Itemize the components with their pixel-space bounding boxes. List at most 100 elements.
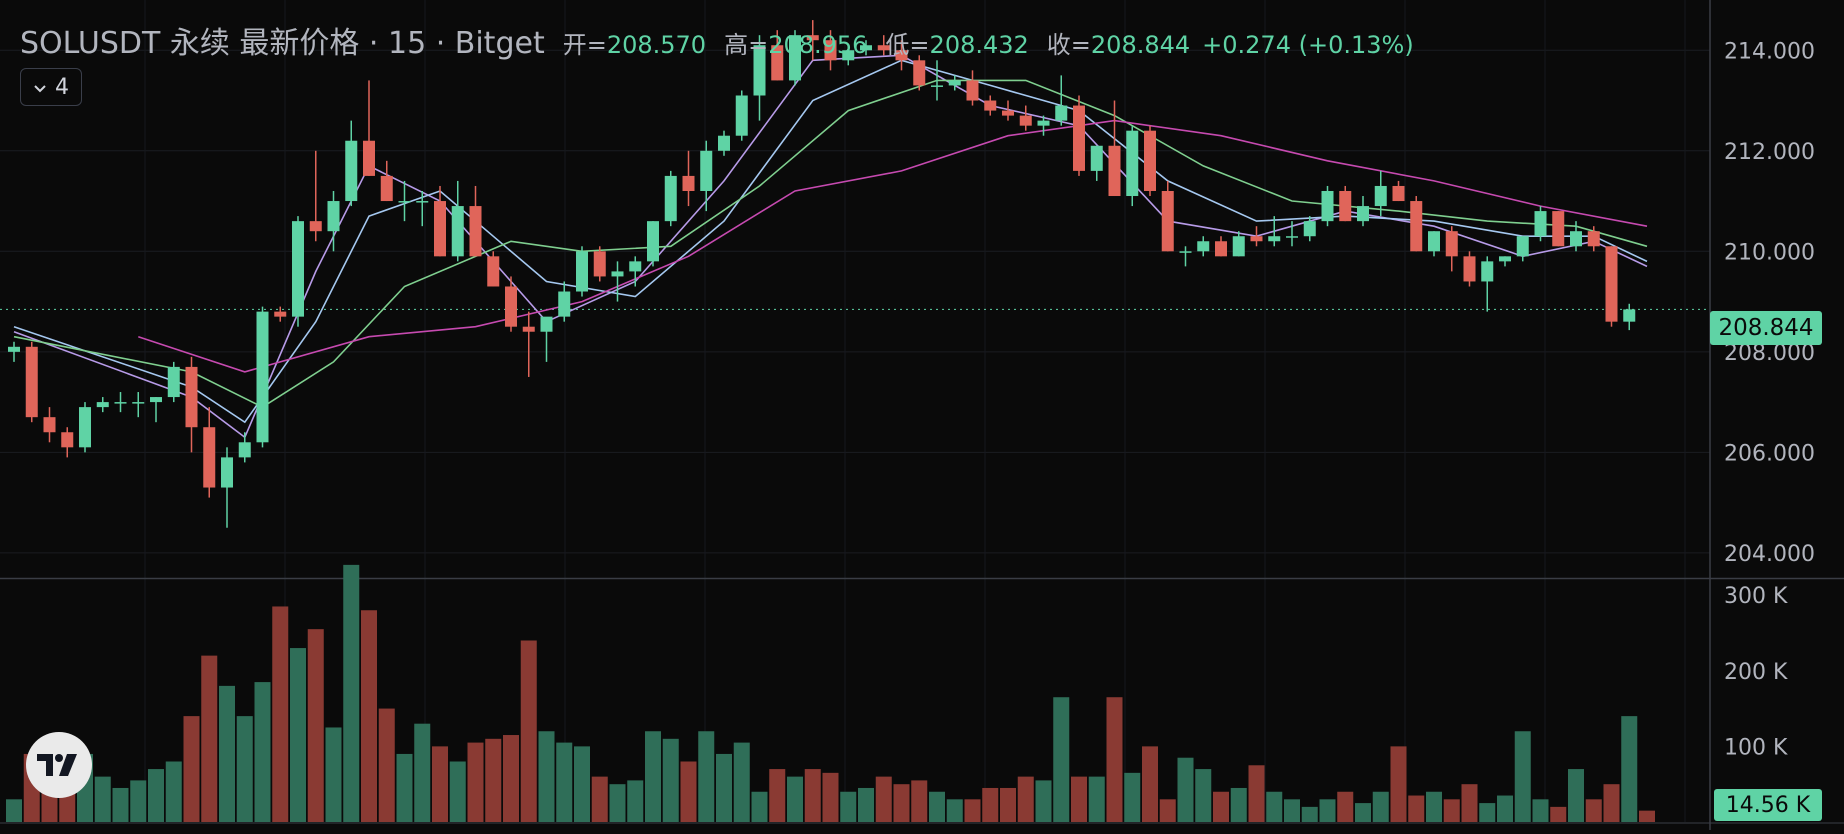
volume-bar	[1461, 784, 1478, 822]
candle-body	[877, 45, 890, 51]
volume-bar	[698, 731, 715, 822]
candle-body	[1481, 261, 1494, 282]
candle	[1392, 180, 1405, 202]
candle-body	[842, 50, 855, 61]
volume-bar	[236, 716, 253, 822]
candle-body	[363, 140, 375, 176]
candle	[984, 95, 997, 116]
candle-body	[96, 402, 109, 408]
volume-bar	[343, 564, 360, 822]
tradingview-logo-icon[interactable]	[26, 732, 92, 798]
candle-body	[1019, 115, 1032, 126]
candle	[576, 246, 588, 297]
volume-bar	[751, 791, 768, 822]
volume-bar	[1426, 791, 1442, 822]
candle-body	[1073, 105, 1085, 171]
candle	[1073, 95, 1085, 176]
volume-bar	[1035, 780, 1052, 822]
candle-body	[25, 346, 38, 418]
candle-body	[540, 316, 553, 332]
price-axis: 214.000212.000210.000208.000206.000204.0…	[1724, 39, 1815, 567]
candle	[1215, 236, 1227, 257]
volume-bar	[1284, 799, 1300, 822]
candle-body	[1374, 185, 1387, 207]
candle-body	[203, 427, 216, 488]
candle	[114, 392, 127, 413]
candle	[345, 120, 358, 207]
volume-bar	[1159, 799, 1176, 822]
candle-body	[1002, 110, 1014, 116]
volume-bar	[1017, 776, 1034, 822]
candle-body	[256, 311, 269, 443]
open-label: 开=	[562, 31, 607, 59]
candle-body	[1499, 256, 1511, 262]
volume-bar	[822, 772, 839, 822]
candle-body	[789, 35, 801, 81]
candle	[1463, 251, 1476, 287]
volume-bar	[290, 648, 306, 822]
candle	[416, 190, 429, 227]
candle	[203, 407, 216, 498]
candle	[167, 361, 180, 403]
volume-bar	[1319, 799, 1336, 822]
volume-bar	[6, 799, 22, 822]
candle-body	[274, 311, 287, 317]
volume-bar	[627, 780, 644, 822]
candle	[256, 306, 269, 448]
candle-body	[1552, 211, 1565, 247]
volume-bar	[1337, 791, 1354, 822]
candle	[25, 341, 38, 423]
candle	[629, 256, 642, 287]
volume-bar	[1568, 769, 1584, 822]
candle	[611, 261, 624, 302]
volume-bar	[929, 791, 945, 822]
candle	[1286, 221, 1298, 247]
candle	[1357, 196, 1369, 227]
indicator-count: 4	[55, 74, 69, 100]
volume-bar	[769, 769, 786, 822]
candle	[540, 316, 553, 362]
volume-bars	[6, 564, 1655, 822]
candle	[1197, 236, 1210, 257]
candle-body	[629, 261, 642, 272]
candle	[327, 190, 340, 252]
candle	[913, 55, 926, 91]
volume-bar	[201, 655, 218, 822]
volume-bar	[1000, 787, 1016, 822]
candle	[558, 281, 571, 322]
volume-bar	[645, 731, 661, 822]
volume-bar	[183, 716, 200, 822]
candle	[1019, 105, 1032, 131]
candle	[292, 216, 304, 327]
candle-body	[1445, 231, 1458, 257]
volume-bar	[148, 769, 164, 822]
candle	[451, 180, 464, 262]
volume-bar	[556, 742, 573, 822]
volume-bar	[1355, 803, 1371, 822]
change-value: +0.274 (+0.13%)	[1202, 31, 1414, 59]
candle-body	[806, 35, 819, 41]
candle-body	[1090, 145, 1103, 171]
indicators-toggle-button[interactable]: 4	[20, 68, 82, 106]
volume-bar	[1372, 791, 1389, 822]
candle	[1552, 211, 1565, 247]
candle	[1374, 170, 1387, 217]
current-price-label: 208.844	[1710, 311, 1822, 345]
candle-body	[434, 201, 446, 257]
candle	[185, 356, 198, 453]
volume-bar	[1266, 791, 1283, 822]
candle-body	[1126, 130, 1139, 197]
volume-bar	[94, 776, 111, 822]
volume-bar	[325, 727, 342, 822]
volume-bar	[467, 742, 484, 822]
candle-body	[1303, 221, 1316, 237]
candle	[398, 180, 411, 222]
candle-body	[735, 95, 748, 136]
candle	[664, 170, 677, 227]
volume-bar	[1479, 803, 1496, 822]
volume-bar	[485, 738, 502, 822]
volume-bar	[520, 640, 537, 822]
